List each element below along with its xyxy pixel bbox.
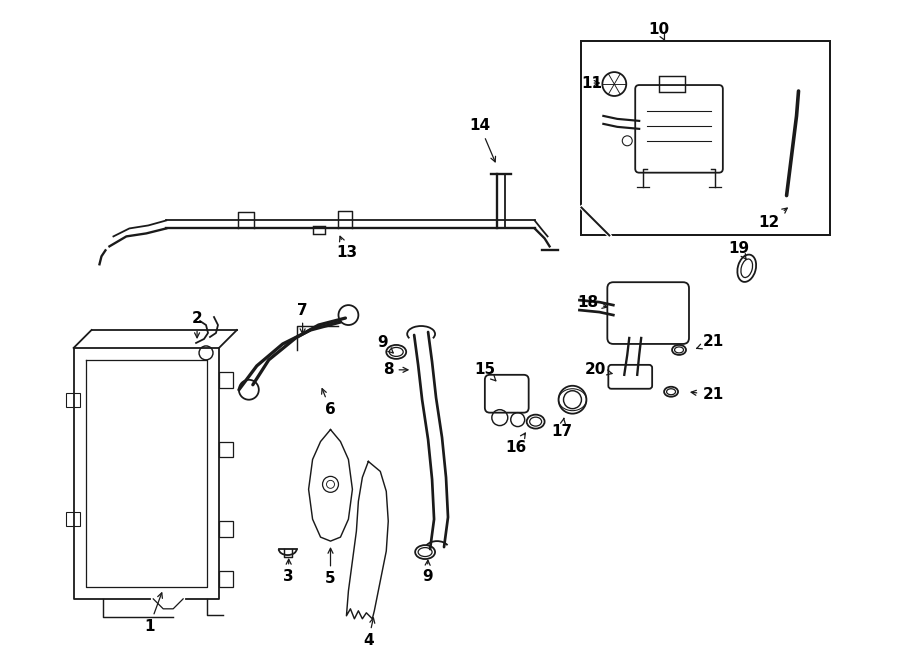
Text: 5: 5 [325, 548, 336, 586]
Text: 21: 21 [691, 387, 724, 403]
Text: 18: 18 [577, 295, 608, 309]
Text: 9: 9 [422, 561, 432, 584]
Text: 7: 7 [297, 303, 308, 334]
Bar [581, 41, 831, 235]
Text: 16: 16 [505, 433, 526, 455]
Text: 17: 17 [551, 418, 572, 439]
Text: 14: 14 [469, 118, 496, 162]
Text: 9: 9 [377, 335, 393, 353]
Bar [219, 521, 233, 537]
Bar [219, 372, 233, 388]
Bar [219, 571, 233, 587]
Text: 11: 11 [580, 75, 602, 91]
Text: 15: 15 [474, 362, 496, 381]
Bar [66, 512, 79, 526]
Text: 8: 8 [382, 362, 408, 377]
Bar [66, 393, 79, 407]
Text: 21: 21 [697, 334, 724, 350]
Text: 13: 13 [336, 236, 357, 260]
Text: 12: 12 [758, 208, 788, 230]
Text: 2: 2 [192, 311, 202, 338]
Text: 3: 3 [284, 559, 294, 584]
Bar [219, 442, 233, 457]
Text: 1: 1 [144, 593, 162, 635]
Bar [312, 227, 325, 235]
Bar [659, 76, 685, 92]
Text: 19: 19 [728, 241, 750, 259]
Text: 4: 4 [363, 618, 374, 648]
Text: 20: 20 [585, 362, 612, 377]
Text: 6: 6 [321, 389, 336, 417]
Text: 10: 10 [649, 22, 670, 40]
